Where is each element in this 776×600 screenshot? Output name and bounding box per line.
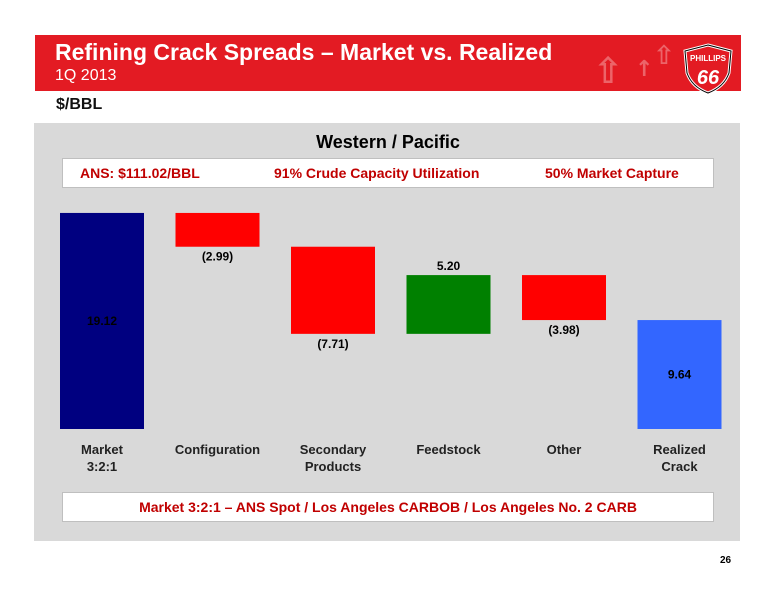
footer-text: Market 3:2:1 – ANS Spot / Los Angeles CA… xyxy=(139,499,637,515)
data-label-5: 9.64 xyxy=(668,368,692,382)
bar-4 xyxy=(522,275,606,321)
page-title: Refining Crack Spreads – Market vs. Real… xyxy=(55,39,553,65)
decorative-arrow-icon: ↑ xyxy=(635,57,654,82)
data-label-0: 19.12 xyxy=(87,314,117,328)
utilization-text: 91% Crude Capacity Utilization xyxy=(274,165,480,181)
footer-box: Market 3:2:1 – ANS Spot / Los Angeles CA… xyxy=(62,492,714,522)
data-label-2: (7.71) xyxy=(317,337,348,351)
crude-price-text: ANS: $111.02/BBL xyxy=(80,165,200,181)
data-label-4: (3.98) xyxy=(548,323,579,337)
header-banner: Refining Crack Spreads – Market vs. Real… xyxy=(35,35,741,91)
decorative-arrow-icon: ⇧ xyxy=(653,41,675,71)
capture-text: 50% Market Capture xyxy=(545,165,679,181)
bar-0 xyxy=(60,212,144,429)
chart-title: Western / Pacific xyxy=(316,132,460,152)
category-label-4: Other xyxy=(547,442,582,457)
page-number: 26 xyxy=(720,555,732,566)
data-label-3: 5.20 xyxy=(437,259,461,273)
logo-text-main: 66 xyxy=(697,67,720,89)
info-box: ANS: $111.02/BBL 91% Crude Capacity Util… xyxy=(62,158,714,188)
phillips-66-logo: PHILLIPS 66 xyxy=(683,43,733,95)
bar-1 xyxy=(175,212,260,247)
category-label-2: Secondary Products xyxy=(300,442,367,474)
data-label-1: (2.99) xyxy=(202,250,233,264)
category-label-1: Configuration xyxy=(175,442,260,457)
chart-panel xyxy=(34,123,740,541)
bar-2 xyxy=(291,246,375,334)
category-label-0: Market 3:2:1 xyxy=(81,442,124,474)
waterfall-chart: 19.12 Market 3:2:1 (2.99) Configuration (7.71… xyxy=(60,212,722,474)
page-subtitle: 1Q 2013 xyxy=(55,67,117,84)
unit-label: $/BBL xyxy=(56,96,103,113)
logo-text-top: PHILLIPS xyxy=(690,54,727,63)
bar-5 xyxy=(637,320,722,429)
decorative-arrow-icon: ⇧ xyxy=(593,51,624,91)
category-label-3: Feedstock xyxy=(416,442,481,457)
category-label-5: Realized Crack xyxy=(653,442,706,474)
bar-3 xyxy=(406,275,491,334)
